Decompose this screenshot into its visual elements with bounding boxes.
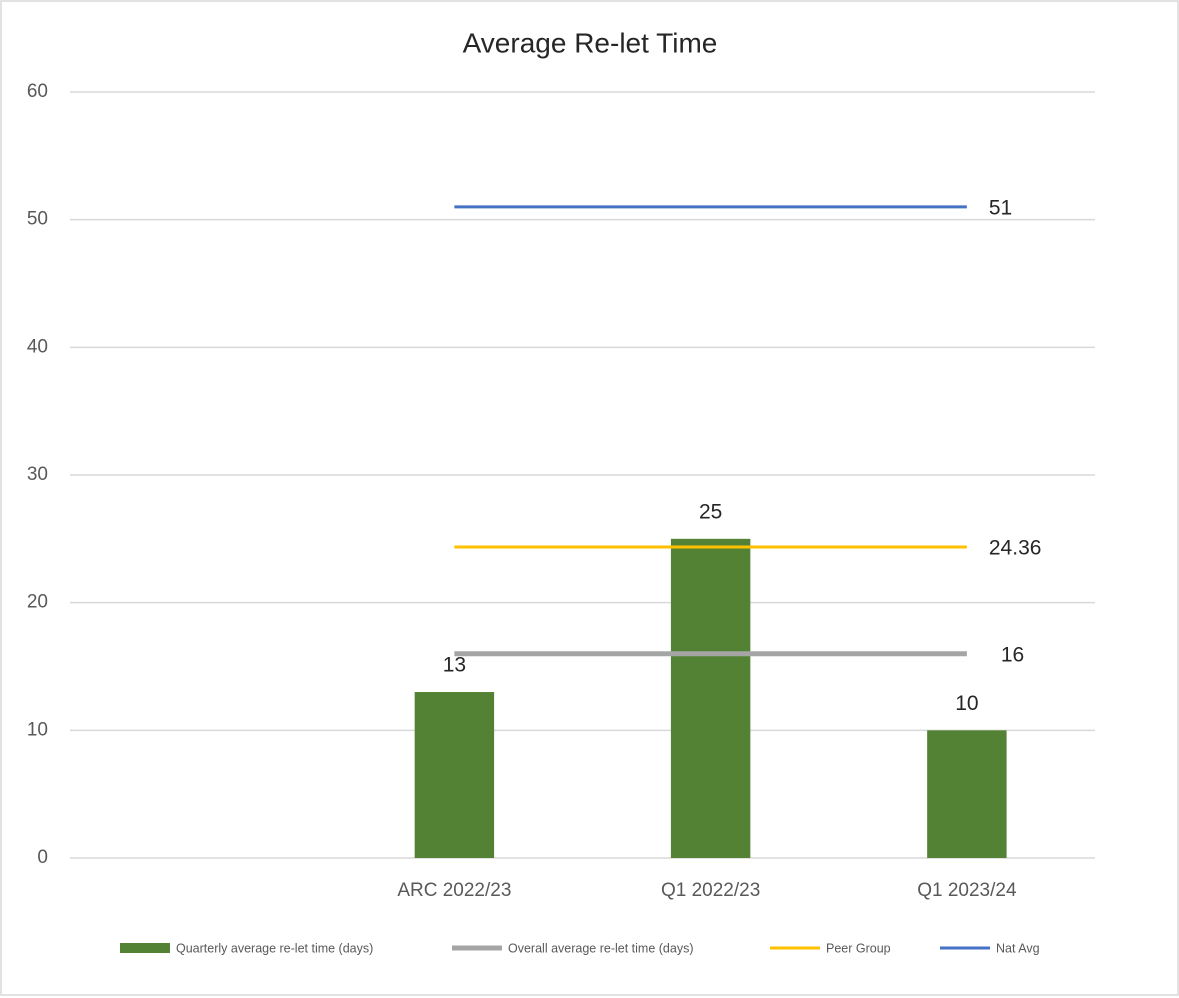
data-label: 16 — [1001, 643, 1024, 666]
y-tick-label: 60 — [27, 81, 48, 102]
bar — [670, 538, 751, 858]
y-tick-label: 40 — [27, 336, 48, 357]
bar — [927, 730, 1007, 858]
bar — [414, 692, 495, 858]
y-tick-label: 10 — [27, 719, 48, 740]
legend-label: Peer Group — [826, 941, 891, 955]
data-label: 25 — [699, 500, 722, 523]
x-tick-label: Q1 2022/23 — [661, 880, 760, 901]
data-label: 10 — [955, 692, 978, 715]
chart-title: Average Re-let Time — [463, 27, 718, 58]
data-label: 24.36 — [989, 537, 1042, 560]
y-tick-label: 30 — [27, 464, 48, 485]
y-tick-label: 0 — [37, 847, 48, 868]
x-tick-label: ARC 2022/23 — [397, 880, 511, 901]
legend-swatch — [120, 943, 170, 953]
legend-label: Nat Avg — [996, 941, 1040, 955]
data-label: 13 — [443, 654, 466, 677]
legend-label: Quarterly average re-let time (days) — [176, 941, 373, 955]
x-tick-label: Q1 2023/24 — [917, 880, 1017, 901]
y-tick-label: 20 — [27, 592, 48, 613]
data-label: 51 — [989, 196, 1012, 219]
legend-label: Overall average re-let time (days) — [508, 941, 693, 955]
y-tick-label: 50 — [27, 209, 48, 230]
